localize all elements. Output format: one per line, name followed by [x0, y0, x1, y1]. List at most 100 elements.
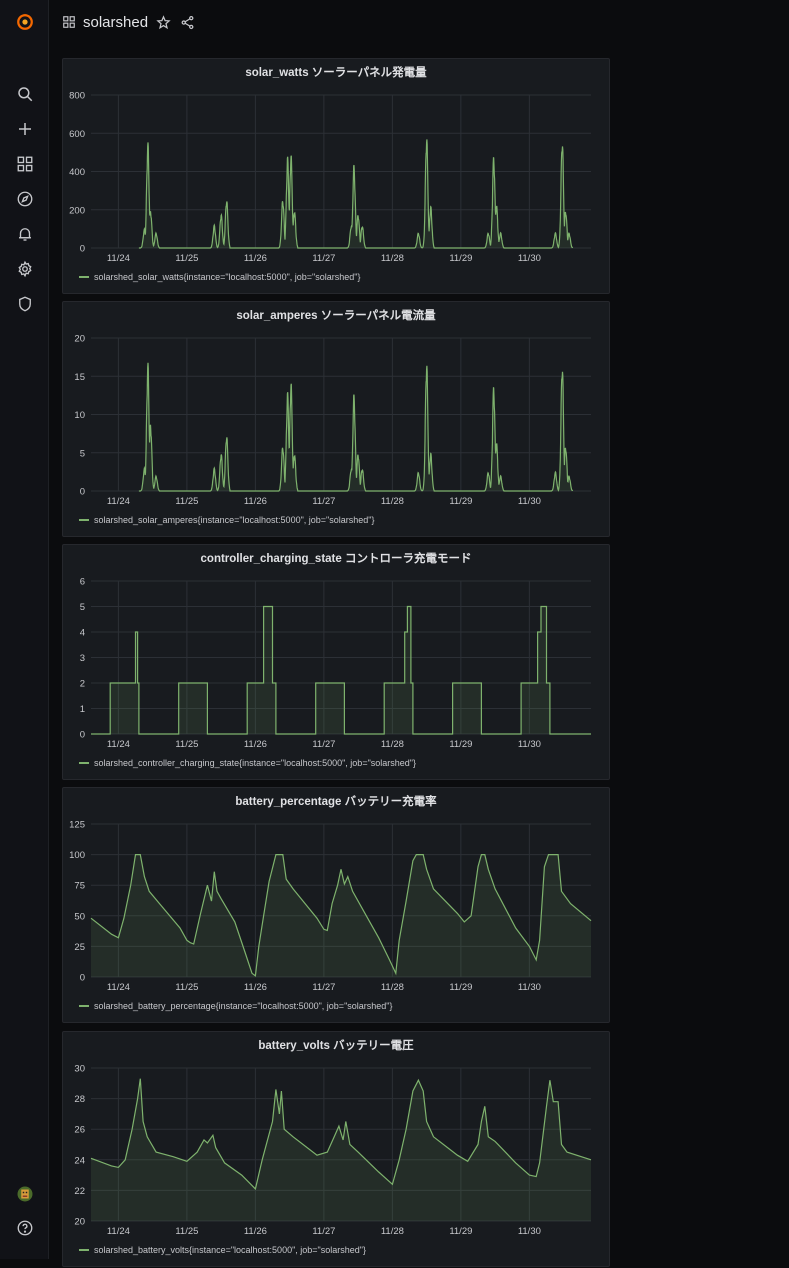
configuration-gear-icon[interactable]	[12, 256, 38, 282]
panel-title[interactable]: battery_volts バッテリー電圧	[258, 1040, 414, 1052]
y-tick-label: 0	[80, 973, 85, 984]
dashboard-header: solarshed	[49, 0, 789, 44]
panel-solar-watts[interactable]: solar_watts ソーラーパネル発電量 0 200 400 600 800 11/2…	[62, 58, 610, 294]
x-tick-label: 11/27	[312, 496, 335, 507]
panel-title[interactable]: battery_percentage バッテリー充電率	[235, 796, 437, 808]
x-tick-label: 11/28	[381, 982, 404, 993]
dashboards-icon[interactable]	[12, 151, 38, 177]
x-tick-label: 11/24	[107, 253, 130, 264]
legend-item[interactable]: solarshed_battery_percentage{instance="l…	[79, 1001, 393, 1011]
y-tick-label: 26	[74, 1125, 85, 1136]
y-tick-label: 6	[80, 577, 85, 588]
star-icon[interactable]	[156, 12, 171, 32]
legend-label[interactable]: solarshed_battery_volts{instance="localh…	[94, 1245, 366, 1255]
sidebar	[0, 0, 49, 1259]
series-line	[138, 139, 574, 249]
search-icon[interactable]	[12, 81, 38, 107]
legend-label[interactable]: solarshed_battery_percentage{instance="l…	[94, 1001, 393, 1011]
panel-title[interactable]: controller_charging_state コントローラ充電モード	[200, 553, 472, 565]
x-tick-label: 11/24	[107, 496, 130, 507]
series-line	[91, 605, 591, 735]
chart-solar-watts[interactable]: 0 200 400 600 800 11/24 11/25 11/26 11/27 11/28 11…	[63, 59, 611, 295]
legend-swatch	[79, 1005, 89, 1007]
legend-label[interactable]: solarshed_controller_charging_state{inst…	[94, 758, 416, 768]
legend-item[interactable]: solarshed_solar_amperes{instance="localh…	[79, 515, 374, 525]
panel-title[interactable]: solar_amperes ソーラーパネル電流量	[236, 310, 436, 322]
legend-label[interactable]: solarshed_solar_amperes{instance="localh…	[94, 515, 375, 525]
y-tick-label: 3	[80, 653, 85, 664]
y-tick-label: 0	[80, 244, 85, 255]
legend-swatch	[79, 762, 89, 764]
legend-item[interactable]: solarshed_battery_volts{instance="localh…	[79, 1245, 366, 1255]
y-tick-label: 20	[74, 1217, 85, 1228]
x-tick-label: 11/28	[381, 496, 404, 507]
x-tick-label: 11/26	[244, 739, 267, 750]
panel-title[interactable]: solar_watts ソーラーパネル発電量	[245, 67, 427, 79]
x-tick-label: 11/30	[518, 253, 541, 264]
chart-controller-charging-state[interactable]: 0 1 2 3 4 5 6 11/24 11/25 11/26 11/27 11/28 11/29 11/…	[63, 545, 611, 781]
panel-battery-percentage[interactable]: battery_percentage バッテリー充電率 0 25 50 75 100 12…	[62, 787, 610, 1023]
y-tick-label: 50	[74, 911, 85, 922]
y-tick-label: 600	[69, 129, 85, 140]
y-tick-label: 125	[69, 820, 85, 831]
legend-swatch	[79, 519, 89, 521]
x-tick-label: 11/29	[449, 739, 472, 750]
chart-battery-percentage[interactable]: 0 25 50 75 100 125 11/24 11/25 11/26 11/27 11/28 11…	[63, 788, 611, 1024]
y-tick-label: 5	[80, 602, 85, 613]
legend-swatch	[79, 1249, 89, 1251]
y-tick-label: 2	[80, 679, 85, 690]
dashboard-grid-icon	[62, 12, 76, 32]
x-tick-label: 11/27	[312, 253, 335, 264]
dashboard-title[interactable]: solarshed	[83, 13, 149, 31]
grafana-logo-icon	[17, 13, 33, 30]
x-tick-label: 11/25	[175, 982, 198, 993]
y-tick-label: 30	[74, 1064, 85, 1075]
x-tick-label: 11/27	[312, 1226, 335, 1237]
chart-battery-volts[interactable]: 20 22 24 26 28 30 11/24 11/25 11/26 11/27 11/28 11/…	[63, 1032, 611, 1268]
user-avatar[interactable]	[12, 1181, 38, 1207]
share-icon[interactable]	[180, 12, 195, 32]
y-tick-label: 4	[80, 628, 85, 639]
series-line	[90, 1078, 592, 1191]
chart-solar-amperes[interactable]: 0 5 10 15 20 11/24 11/25 11/26 11/27 11/28 11/29 11…	[63, 302, 611, 538]
explore-compass-icon[interactable]	[12, 186, 38, 212]
panel-controller-charging-state[interactable]: controller_charging_state コントローラ充電モード 0 1…	[62, 544, 610, 780]
panel-solar-amperes[interactable]: solar_amperes ソーラーパネル電流量 0 5 10 15 20 11/24 11…	[62, 301, 610, 537]
series-area	[91, 606, 591, 734]
help-icon[interactable]	[12, 1215, 38, 1241]
x-tick-label: 11/26	[244, 496, 267, 507]
plus-icon[interactable]	[12, 116, 38, 142]
legend-item[interactable]: solarshed_controller_charging_state{inst…	[79, 758, 416, 768]
legend-item[interactable]: solarshed_solar_watts{instance="localhos…	[79, 272, 360, 282]
x-tick-label: 11/26	[244, 982, 267, 993]
x-tick-label: 11/26	[244, 253, 267, 264]
legend-label[interactable]: solarshed_solar_watts{instance="localhos…	[94, 272, 361, 282]
server-admin-shield-icon[interactable]	[12, 291, 38, 317]
x-tick-label: 11/29	[449, 982, 472, 993]
grafana-logo[interactable]	[12, 9, 38, 35]
y-tick-label: 10	[74, 410, 85, 421]
alerting-bell-icon[interactable]	[12, 221, 38, 247]
x-tick-label: 11/27	[312, 739, 335, 750]
series-area	[91, 1078, 591, 1221]
y-tick-label: 0	[80, 730, 85, 741]
x-tick-label: 11/30	[518, 496, 541, 507]
y-tick-label: 1	[80, 704, 85, 715]
y-tick-label: 22	[74, 1186, 85, 1197]
y-tick-label: 0	[80, 487, 85, 498]
x-tick-label: 11/30	[518, 739, 541, 750]
x-tick-label: 11/29	[449, 496, 472, 507]
y-tick-label: 24	[74, 1155, 85, 1166]
x-tick-label: 11/25	[175, 496, 198, 507]
x-tick-label: 11/28	[381, 253, 404, 264]
panel-battery-volts[interactable]: battery_volts バッテリー電圧 20 22 24 26 28 30 11/24 1…	[62, 1031, 610, 1267]
x-tick-label: 11/24	[107, 1226, 130, 1237]
x-tick-label: 11/28	[381, 739, 404, 750]
x-tick-label: 11/30	[518, 982, 541, 993]
y-tick-label: 25	[74, 942, 85, 953]
x-tick-label: 11/24	[107, 982, 130, 993]
y-tick-label: 20	[74, 334, 85, 345]
x-tick-label: 11/27	[312, 982, 335, 993]
x-tick-label: 11/25	[175, 1226, 198, 1237]
y-tick-label: 100	[69, 850, 85, 861]
